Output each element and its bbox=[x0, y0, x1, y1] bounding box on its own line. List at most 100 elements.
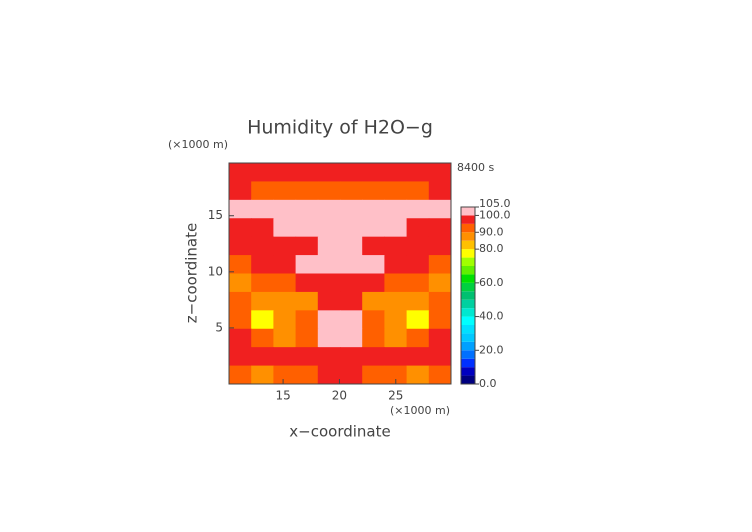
contour-cell bbox=[362, 291, 385, 311]
colorbar-band bbox=[461, 333, 475, 342]
contour-cell bbox=[362, 255, 385, 274]
colorbar-band bbox=[461, 375, 475, 384]
contour-cell bbox=[229, 273, 252, 293]
colorbar-band bbox=[461, 325, 475, 334]
contour-cell bbox=[428, 255, 452, 274]
contour-cell bbox=[340, 181, 363, 201]
contour-cell bbox=[384, 328, 408, 348]
colorbar-band bbox=[461, 257, 475, 266]
contour-cell bbox=[295, 273, 319, 293]
contour-cell bbox=[295, 255, 319, 274]
contour-cell bbox=[229, 310, 252, 330]
contour-cell bbox=[295, 365, 319, 385]
contour-cell bbox=[295, 199, 319, 219]
contour-cell bbox=[251, 365, 274, 385]
contour-cell bbox=[229, 255, 252, 274]
colorbar-tick-label: 20.0 bbox=[479, 343, 504, 356]
contour-cell bbox=[362, 347, 385, 367]
contour-cell bbox=[384, 310, 408, 330]
contour-cell bbox=[295, 236, 319, 256]
contour-cell bbox=[251, 218, 274, 238]
contour-cell bbox=[384, 236, 408, 256]
y-unit: (×1000 m) bbox=[168, 138, 228, 151]
contour-cell bbox=[428, 365, 452, 385]
contour-cell bbox=[428, 328, 452, 348]
contour-cell bbox=[384, 163, 408, 182]
contour-cell bbox=[340, 255, 363, 274]
contour-cell bbox=[384, 347, 408, 367]
colorbar-frame bbox=[460, 206, 476, 385]
contour-cell bbox=[428, 236, 452, 256]
contour-cell bbox=[384, 365, 408, 385]
contour-cell bbox=[273, 181, 297, 201]
plot-frame bbox=[228, 162, 452, 385]
x-tick-label: 20 bbox=[332, 389, 347, 403]
contour-cell bbox=[273, 163, 297, 182]
colorbar-band bbox=[461, 367, 475, 376]
contour-cell bbox=[406, 163, 430, 182]
contour-cell bbox=[406, 328, 430, 348]
contour-cell bbox=[384, 199, 408, 219]
colorbar-tick-label: 80.0 bbox=[479, 242, 504, 255]
contour-cell bbox=[406, 255, 430, 274]
contour-cell bbox=[251, 310, 274, 330]
y-label: z−coordinate bbox=[183, 223, 201, 323]
contour-cell bbox=[428, 310, 452, 330]
chart-title: Humidity of H2O−g bbox=[247, 117, 433, 139]
contour-cell bbox=[384, 255, 408, 274]
contour-cell bbox=[406, 218, 430, 238]
colorbar-band bbox=[461, 249, 475, 258]
contour-cell bbox=[406, 236, 430, 256]
contour-cell bbox=[340, 163, 363, 182]
contour-cell bbox=[317, 347, 341, 367]
contour-cell bbox=[295, 347, 319, 367]
contour-cell bbox=[340, 273, 363, 293]
y-tick-label: 10 bbox=[208, 264, 223, 278]
contour-cell bbox=[295, 181, 319, 201]
colorbar-band bbox=[461, 282, 475, 292]
colorbar-tick-label: 90.0 bbox=[479, 225, 504, 238]
contour-cell bbox=[406, 199, 430, 219]
contour-cell bbox=[251, 347, 274, 367]
contour-cell bbox=[273, 218, 297, 238]
contour-cell bbox=[229, 365, 252, 385]
contour-cell bbox=[229, 163, 252, 182]
contour-cell bbox=[317, 291, 341, 311]
contour-cell bbox=[229, 291, 252, 311]
contour-cell bbox=[406, 273, 430, 293]
contour-cell bbox=[317, 181, 341, 201]
contour-cell bbox=[340, 236, 363, 256]
contour-cell bbox=[251, 199, 274, 219]
contour-cell bbox=[229, 199, 252, 219]
contour-cell bbox=[295, 218, 319, 238]
contour-cell bbox=[406, 181, 430, 201]
colorbar-band bbox=[461, 299, 475, 309]
contour-cell bbox=[340, 365, 363, 385]
contour-cell bbox=[295, 163, 319, 182]
contour-cell bbox=[406, 347, 430, 367]
contour-cell bbox=[251, 255, 274, 274]
colorbar-band bbox=[461, 316, 475, 325]
contour-cell bbox=[362, 310, 385, 330]
colorbar-band bbox=[461, 223, 475, 233]
contour-cell bbox=[406, 365, 430, 385]
colorbar-band bbox=[461, 341, 475, 351]
x-tick-label: 15 bbox=[275, 389, 290, 403]
contour-cell bbox=[362, 218, 385, 238]
contour-cell bbox=[273, 365, 297, 385]
contour-cell bbox=[362, 236, 385, 256]
colorbar-band bbox=[461, 291, 475, 300]
contour-cell bbox=[428, 347, 452, 367]
contour-cell bbox=[229, 181, 252, 201]
contour-cell bbox=[273, 328, 297, 348]
contour-cell bbox=[428, 218, 452, 238]
contour-cell bbox=[362, 163, 385, 182]
contour-cell bbox=[317, 163, 341, 182]
contour-cell bbox=[340, 291, 363, 311]
contour-cell bbox=[362, 328, 385, 348]
contour-cell bbox=[295, 310, 319, 330]
time-label: 8400 s bbox=[457, 161, 494, 174]
contour-cell bbox=[362, 273, 385, 293]
contour-cell bbox=[229, 347, 252, 367]
